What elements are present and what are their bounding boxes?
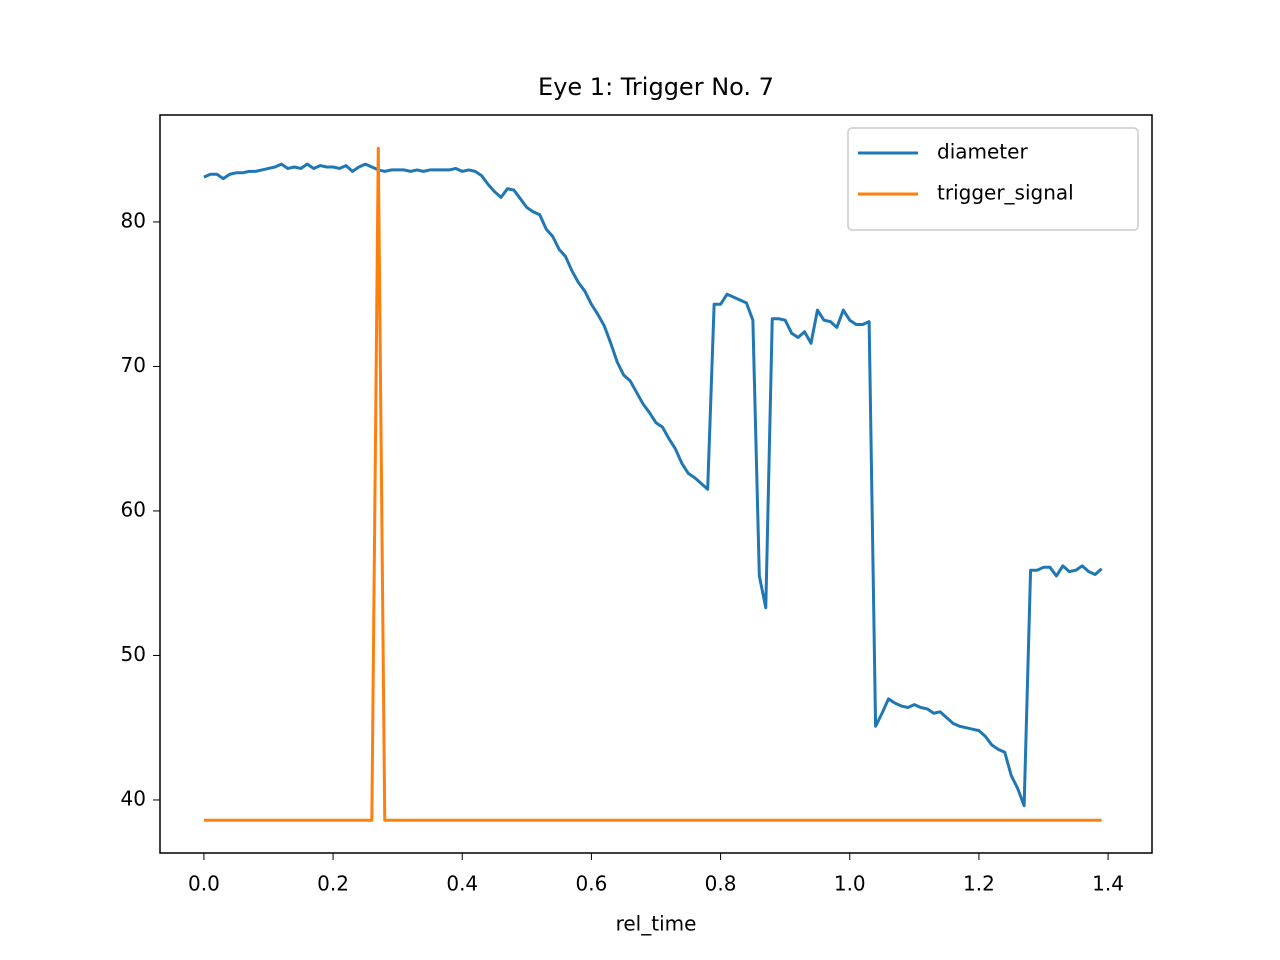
series-line	[203, 162, 1103, 808]
legend-label: trigger_signal	[937, 181, 1074, 205]
plot-frame	[159, 114, 1153, 854]
x-tick-label: 0.6	[576, 872, 608, 896]
x-tick-label: 1.0	[834, 872, 866, 896]
x-axis-label: rel_time	[616, 912, 697, 936]
y-tick-label: 80	[121, 208, 146, 232]
x-tick-label: 0.4	[446, 872, 478, 896]
x-tick-label: 0.0	[188, 872, 220, 896]
y-tick-label: 50	[121, 642, 146, 666]
series-line	[203, 146, 1102, 822]
x-tick-label: 1.4	[1092, 872, 1124, 896]
chart-title: Eye 1: Trigger No. 7	[538, 73, 774, 101]
y-tick-label: 60	[121, 497, 146, 521]
legend-label: diameter	[937, 140, 1028, 164]
legend-box	[847, 127, 1139, 231]
x-tick-label: 0.8	[705, 872, 737, 896]
y-tick-label: 70	[121, 353, 146, 377]
x-tick-label: 0.2	[317, 872, 349, 896]
x-tick-label: 1.2	[963, 872, 995, 896]
y-tick-label: 40	[121, 786, 146, 810]
